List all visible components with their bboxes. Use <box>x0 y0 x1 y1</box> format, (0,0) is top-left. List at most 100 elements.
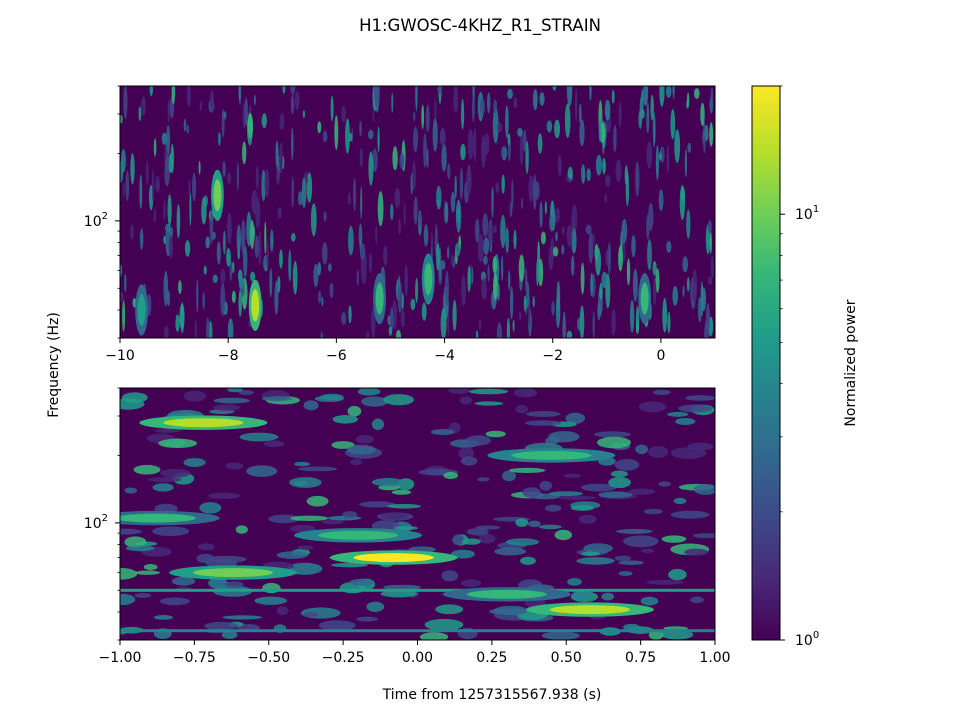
heatmap-texture <box>597 301 601 321</box>
heatmap-texture <box>624 165 628 186</box>
heatmap-texture <box>377 191 384 227</box>
heatmap-texture <box>124 536 147 548</box>
heatmap-texture <box>425 104 430 133</box>
heatmap-texture <box>532 89 538 111</box>
heatmap-texture <box>199 502 222 514</box>
heatmap-texture <box>611 90 615 104</box>
heatmap-texture <box>540 231 547 245</box>
heatmap-texture <box>227 318 234 338</box>
heatmap-texture <box>597 436 631 449</box>
heatmap-texture <box>254 596 288 605</box>
heatmap-texture <box>680 187 686 203</box>
heatmap-texture <box>496 322 503 338</box>
heatmap-hotspot <box>511 450 592 460</box>
heatmap-texture <box>638 401 667 413</box>
heatmap-texture <box>563 473 581 478</box>
bottom-panel-background <box>120 388 715 640</box>
heatmap-texture <box>454 175 457 199</box>
heatmap-texture <box>571 228 577 254</box>
top-x-ticks: −10 −8 −6 −4 −2 0 <box>105 338 665 364</box>
heatmap-texture <box>710 255 714 279</box>
heatmap-texture <box>666 144 670 174</box>
heatmap-texture <box>552 86 557 91</box>
heatmap-texture <box>371 418 385 431</box>
colorbar-tick-label: 101 <box>795 204 819 223</box>
heatmap-texture <box>334 115 339 151</box>
heatmap-texture <box>567 166 573 180</box>
heatmap-texture <box>518 254 525 282</box>
heatmap-texture <box>134 570 161 575</box>
heatmap-texture <box>467 128 474 160</box>
heatmap-texture <box>441 143 447 172</box>
heatmap-texture <box>632 268 638 302</box>
heatmap-texture <box>277 206 282 219</box>
heatmap-texture <box>410 298 416 311</box>
heatmap-texture <box>276 606 289 616</box>
heatmap-texture <box>489 608 527 615</box>
heatmap-texture <box>186 86 191 107</box>
heatmap-texture <box>643 86 649 106</box>
heatmap-texture <box>447 163 451 180</box>
heatmap-texture <box>391 489 412 495</box>
heatmap-texture <box>147 477 182 482</box>
heatmap-texture <box>635 305 640 332</box>
heatmap-texture <box>678 404 713 413</box>
heatmap-texture <box>647 238 652 271</box>
heatmap-texture <box>359 147 363 168</box>
heatmap-texture <box>222 160 226 178</box>
heatmap-texture <box>294 91 300 110</box>
heatmap-texture <box>392 146 398 171</box>
heatmap-texture <box>435 604 464 615</box>
heatmap-texture <box>266 240 269 270</box>
heatmap-texture <box>141 96 146 116</box>
heatmap-texture <box>160 468 191 478</box>
heatmap-texture <box>661 535 687 543</box>
heatmap-texture <box>400 308 405 328</box>
heatmap-texture <box>261 396 293 401</box>
heatmap-texture <box>391 92 394 113</box>
heatmap-texture <box>303 612 319 618</box>
heatmap-texture <box>348 225 354 256</box>
heatmap-texture <box>152 526 190 536</box>
heatmap-texture <box>492 256 498 274</box>
heatmap-texture <box>583 543 613 554</box>
heatmap-texture <box>675 418 696 425</box>
x-tick-label: 0 <box>656 348 665 364</box>
heatmap-texture <box>570 505 594 511</box>
heatmap-texture <box>238 277 244 290</box>
heatmap-texture <box>357 388 381 396</box>
heatmap-texture <box>120 528 142 535</box>
heatmap-texture <box>258 230 262 266</box>
heatmap-texture <box>221 630 238 640</box>
heatmap-texture <box>321 519 344 525</box>
heatmap-texture <box>180 302 185 334</box>
heatmap-texture <box>541 631 580 640</box>
heatmap-texture <box>567 578 582 586</box>
heatmap-texture <box>165 154 169 171</box>
heatmap-texture <box>196 279 199 313</box>
heatmap-texture <box>163 270 169 307</box>
x-tick-label: −6 <box>326 348 347 364</box>
heatmap-texture <box>178 280 182 294</box>
x-tick-label: −1.00 <box>99 650 142 666</box>
heatmap-texture <box>477 477 490 482</box>
heatmap-texture <box>347 192 351 205</box>
heatmap-texture <box>668 568 687 581</box>
heatmap-texture <box>345 118 350 154</box>
heatmap-texture <box>491 187 494 218</box>
heatmap-texture <box>461 274 466 307</box>
heatmap-texture <box>331 562 368 568</box>
heatmap-texture <box>238 390 254 396</box>
x-tick-label: 0.00 <box>402 650 433 666</box>
heatmap-texture <box>399 153 405 169</box>
heatmap-texture <box>360 186 363 220</box>
heatmap-texture <box>564 103 571 139</box>
heatmap-texture <box>481 278 488 300</box>
heatmap-texture <box>487 264 490 282</box>
heatmap-texture <box>223 230 226 255</box>
colorbar-tick-label: 100 <box>795 630 819 649</box>
heatmap-texture <box>520 556 536 565</box>
heatmap-texture <box>396 329 401 338</box>
heatmap-texture <box>188 179 191 196</box>
colorbar-ticks: 101 100 <box>780 85 819 649</box>
